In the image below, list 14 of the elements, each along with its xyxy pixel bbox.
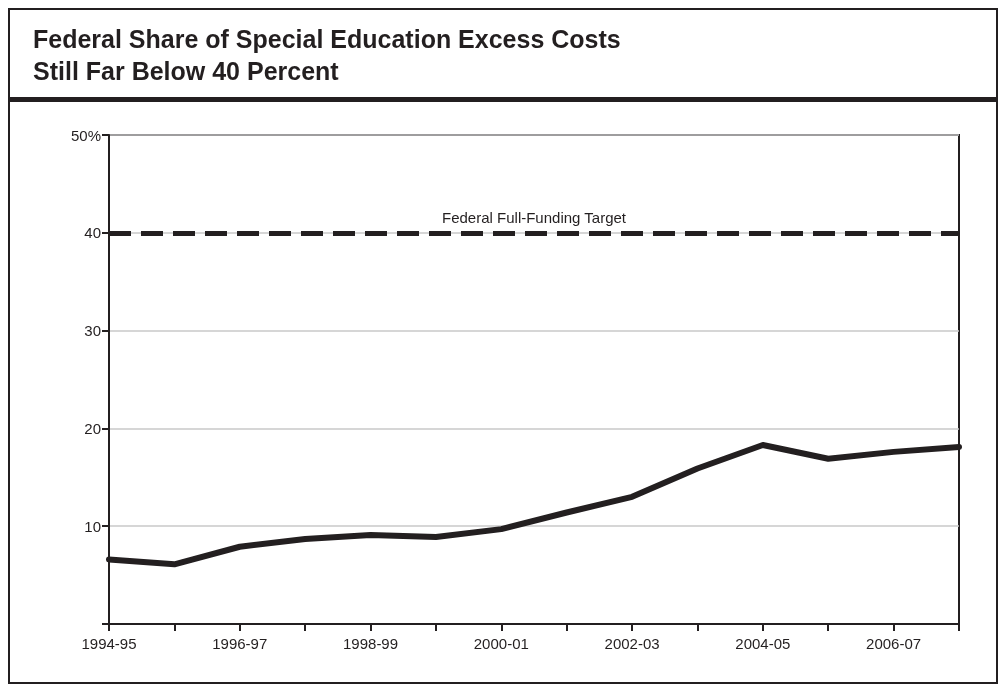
x-tick-label: 2000-01 bbox=[473, 635, 529, 652]
chart-title: Federal Share of Special Education Excess Costs Still Far Below 40 Percent bbox=[33, 25, 621, 85]
x-tick-label: 1998-99 bbox=[343, 635, 399, 652]
x-tick-label: 2002-03 bbox=[604, 635, 660, 652]
y-tick-label: 20 bbox=[84, 419, 101, 437]
x-tick-label: 1996-97 bbox=[212, 635, 268, 652]
y-tick-label: 10 bbox=[84, 517, 101, 535]
y-tick-label: 50% bbox=[70, 126, 101, 144]
x-tick-label: 2004-05 bbox=[735, 635, 791, 652]
y-tick-label: 30 bbox=[84, 322, 101, 340]
x-tick-label: 1994-95 bbox=[81, 635, 137, 652]
y-tick-label: 40 bbox=[84, 224, 101, 242]
x-tick-label: 2006-07 bbox=[866, 635, 922, 652]
ref-line-label: Federal Full-Funding Target bbox=[442, 208, 627, 226]
